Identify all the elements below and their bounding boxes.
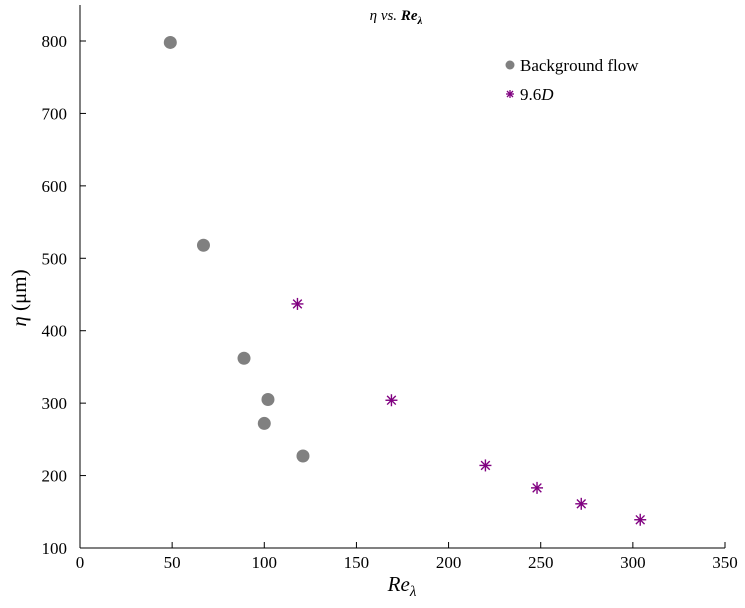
x-axis-label: Reλ (387, 572, 417, 600)
y-tick-label: 300 (42, 394, 68, 413)
x-axis-label-var: Re (387, 572, 410, 596)
chart-title-var: Re (400, 8, 418, 24)
data-point (531, 481, 544, 494)
data-point (257, 416, 271, 430)
y-tick-label: 400 (42, 322, 68, 341)
y-tick-label: 200 (42, 467, 68, 486)
x-ticks: 0 50 100 150 200 250 300 350 (76, 542, 738, 572)
data-point (575, 497, 588, 510)
chart-title-sub: λ (416, 15, 422, 27)
data-point (479, 459, 492, 472)
x-tick-label: 350 (712, 553, 738, 572)
series-background-flow (163, 35, 310, 463)
x-axis-label-sub: λ (409, 584, 417, 600)
y-tick-label: 700 (42, 104, 68, 123)
legend-label-background-flow: Background flow (520, 56, 639, 75)
x-tick-label: 50 (164, 553, 181, 572)
y-tick-label: 600 (42, 177, 68, 196)
data-point (237, 351, 251, 365)
y-axis-label: η (μm) (7, 269, 31, 326)
legend-label-9-6d-number: 9.6 (520, 85, 541, 104)
series-9-6d (291, 297, 647, 526)
y-tick-label: 800 (42, 32, 68, 51)
chart-title-eta: η vs. (370, 8, 401, 24)
legend-label-9-6d-letter: D (540, 85, 554, 104)
data-point (385, 394, 398, 407)
legend-marker-background-flow (505, 60, 515, 70)
series-layer (163, 35, 647, 526)
x-tick-label: 300 (620, 553, 646, 572)
axes (79, 5, 725, 549)
y-ticks: 100 200 300 400 500 600 700 800 (42, 32, 86, 558)
x-tick-label: 250 (528, 553, 554, 572)
data-point (296, 449, 310, 463)
y-axis-label-symbol: η (7, 316, 31, 326)
x-tick-label: 200 (436, 553, 462, 572)
x-tick-label: 0 (76, 553, 85, 572)
x-tick-label: 100 (252, 553, 278, 572)
y-tick-label: 100 (42, 539, 68, 558)
data-point (163, 35, 177, 49)
x-tick-label: 150 (344, 553, 370, 572)
data-point (291, 297, 304, 310)
legend-marker-9-6d (506, 90, 514, 98)
y-axis-label-unit: (μm) (7, 269, 31, 316)
legend: Background flow 9.6D (505, 56, 639, 104)
chart-title: η vs. Reλ (370, 8, 423, 27)
y-tick-label: 500 (42, 249, 68, 268)
data-point (634, 513, 647, 526)
data-point (261, 393, 275, 407)
data-point (196, 238, 210, 252)
legend-label-9-6d: 9.6D (520, 85, 554, 104)
